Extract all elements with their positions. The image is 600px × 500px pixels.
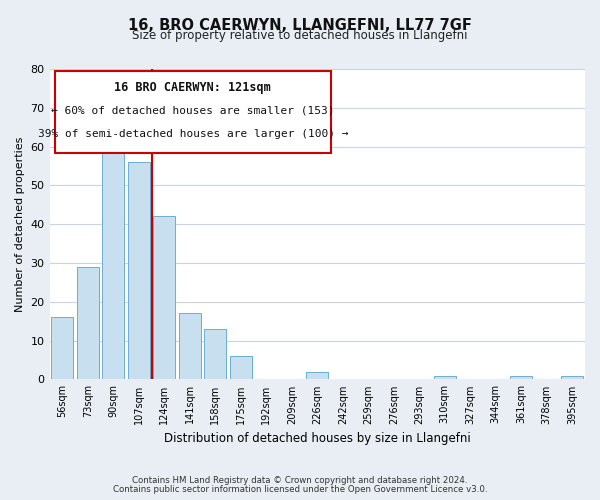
Text: Size of property relative to detached houses in Llangefni: Size of property relative to detached ho…	[132, 29, 468, 42]
Bar	[562, 376, 583, 380]
Text: 39% of semi-detached houses are larger (100) →: 39% of semi-detached houses are larger (…	[38, 129, 348, 139]
Bar	[103, 135, 124, 380]
Bar	[511, 376, 532, 380]
Bar	[205, 329, 226, 380]
Text: Contains public sector information licensed under the Open Government Licence v3: Contains public sector information licen…	[113, 485, 487, 494]
Bar	[307, 372, 328, 380]
Text: ← 60% of detached houses are smaller (153): ← 60% of detached houses are smaller (15…	[51, 105, 335, 115]
Y-axis label: Number of detached properties: Number of detached properties	[15, 136, 25, 312]
FancyBboxPatch shape	[55, 70, 331, 153]
Bar	[52, 318, 73, 380]
Text: 16 BRO CAERWYN: 121sqm: 16 BRO CAERWYN: 121sqm	[115, 82, 271, 94]
Bar	[434, 376, 455, 380]
Bar	[77, 267, 98, 380]
Text: 16, BRO CAERWYN, LLANGEFNI, LL77 7GF: 16, BRO CAERWYN, LLANGEFNI, LL77 7GF	[128, 18, 472, 32]
Text: Contains HM Land Registry data © Crown copyright and database right 2024.: Contains HM Land Registry data © Crown c…	[132, 476, 468, 485]
X-axis label: Distribution of detached houses by size in Llangefni: Distribution of detached houses by size …	[164, 432, 470, 445]
Bar	[230, 356, 251, 380]
Bar	[154, 216, 175, 380]
Bar	[179, 314, 200, 380]
Bar	[128, 162, 149, 380]
